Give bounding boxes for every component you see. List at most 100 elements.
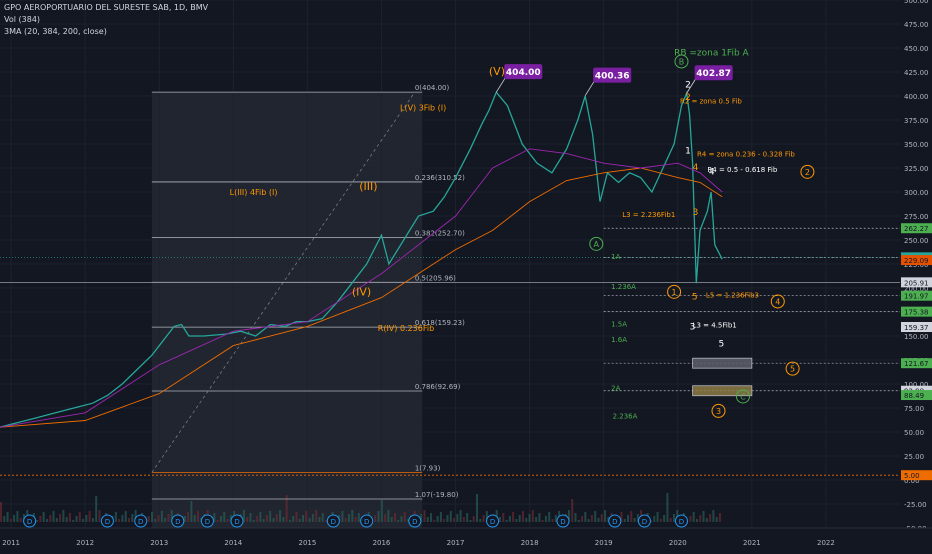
volume-bar (311, 514, 314, 522)
volume-bar (676, 510, 679, 522)
volume-bar (256, 516, 259, 522)
price-tag-text: 191.97 (904, 293, 929, 301)
volume-bar (85, 515, 88, 522)
price-axis-tick: 275.00 (904, 213, 929, 221)
dividend-marker (100, 514, 114, 528)
price-tag-box (901, 322, 932, 333)
volume-bar (656, 512, 659, 522)
price-axis-tick: 450.00 (904, 45, 929, 53)
fib-level-label: 0.618(159.23) (415, 319, 465, 327)
volume-bar (118, 519, 121, 522)
volume-bar (374, 515, 377, 522)
volume-bar (114, 512, 117, 522)
price-tag-text: 88.49 (904, 392, 924, 400)
price-axis-tick: 500.00 (904, 0, 929, 5)
volume-bar (390, 517, 393, 522)
chart-annotation: 1A (611, 253, 620, 261)
volume-bar (577, 520, 580, 522)
volume-bar (128, 518, 131, 522)
volume-bar (65, 517, 68, 522)
volume-bar (426, 517, 429, 522)
volume-bar (627, 515, 630, 522)
wave-label-text: B (679, 57, 685, 66)
price-axis-tick: 150.00 (904, 333, 929, 341)
volume-bar (131, 514, 134, 522)
fib-level-label: 0.786(92.69) (415, 383, 461, 391)
dividend-marker-letter: D (560, 518, 565, 526)
volume-bar (607, 517, 610, 522)
wave-label-circle (589, 236, 604, 251)
volume-bar (95, 496, 98, 522)
volume-bar (262, 519, 265, 522)
target-zone-box (692, 357, 753, 369)
price-axis-background (900, 0, 932, 550)
chart-annotation: L(V) 3Fib (I) (400, 103, 446, 112)
dividend-marker-letter: D (138, 518, 143, 526)
price-tag-box (901, 390, 932, 401)
dividend-marker (608, 514, 622, 528)
dividend-marker (408, 514, 422, 528)
volume-bar (485, 511, 488, 522)
volume-bar (223, 512, 226, 522)
dividend-marker-letter: D (364, 518, 369, 526)
volume-bar (594, 511, 597, 522)
volume-bar (525, 518, 528, 522)
volume-bar (325, 520, 327, 522)
wave-label-text: A (594, 240, 600, 249)
volume-bar (623, 519, 626, 522)
price-tag-box (901, 290, 932, 301)
volume-bar (453, 518, 456, 522)
volume-bar (551, 519, 554, 522)
volume-bar (170, 510, 173, 522)
volume-bar (183, 516, 186, 522)
volume-bar (512, 512, 515, 522)
volume-bar (315, 510, 318, 522)
volume-bar (295, 512, 298, 522)
volume-bar (16, 511, 19, 522)
chart-annotation: 1.236A (611, 283, 636, 291)
fib-trend-line (151, 91, 416, 473)
wave-label-circle (770, 294, 785, 309)
chart-annotation: 2 (685, 80, 691, 90)
dividend-marker-letter: D (612, 518, 617, 526)
dividend-marker-letter: D (234, 518, 239, 526)
volume-bar (160, 511, 163, 522)
volume-bar (384, 514, 387, 522)
volume-bar (699, 515, 702, 522)
volume-bar (436, 516, 439, 522)
fib-level-label: 0.236(310.52) (415, 174, 465, 182)
volume-bar (91, 518, 94, 522)
chart-annotation: 4 (709, 168, 715, 178)
dividend-marker (200, 514, 214, 528)
volume-bar (709, 514, 712, 522)
volume-bar (298, 519, 301, 522)
volume-bar (59, 514, 62, 522)
volume-bar (288, 520, 291, 522)
chart-annotation: (IV) (352, 286, 371, 299)
volume-bar (597, 518, 600, 522)
volume-bar (78, 512, 81, 522)
volume-bar (508, 516, 511, 522)
chart-annotation: R(IV) 0.236Fib (378, 324, 434, 333)
volume-bar (554, 515, 557, 522)
wave-label-circle (800, 164, 815, 179)
volume-bar (387, 510, 390, 522)
price-axis-tick: -25.00 (904, 501, 927, 509)
volume-bar (407, 519, 410, 522)
price-axis-tick: 75.00 (904, 405, 924, 413)
volume-bar (259, 512, 262, 522)
volume-bar (574, 513, 577, 522)
volume-bar (265, 515, 268, 522)
volume-bar (39, 516, 42, 522)
dividend-marker-letter: D (105, 518, 110, 526)
price-axis-tick: 400.00 (904, 93, 929, 101)
volume-bar (469, 520, 472, 522)
volume-bar (279, 510, 282, 522)
volume-bar (653, 516, 656, 522)
volume-bar (633, 518, 636, 522)
chart-annotation: 5 (719, 340, 725, 350)
volume-bar (226, 519, 229, 522)
